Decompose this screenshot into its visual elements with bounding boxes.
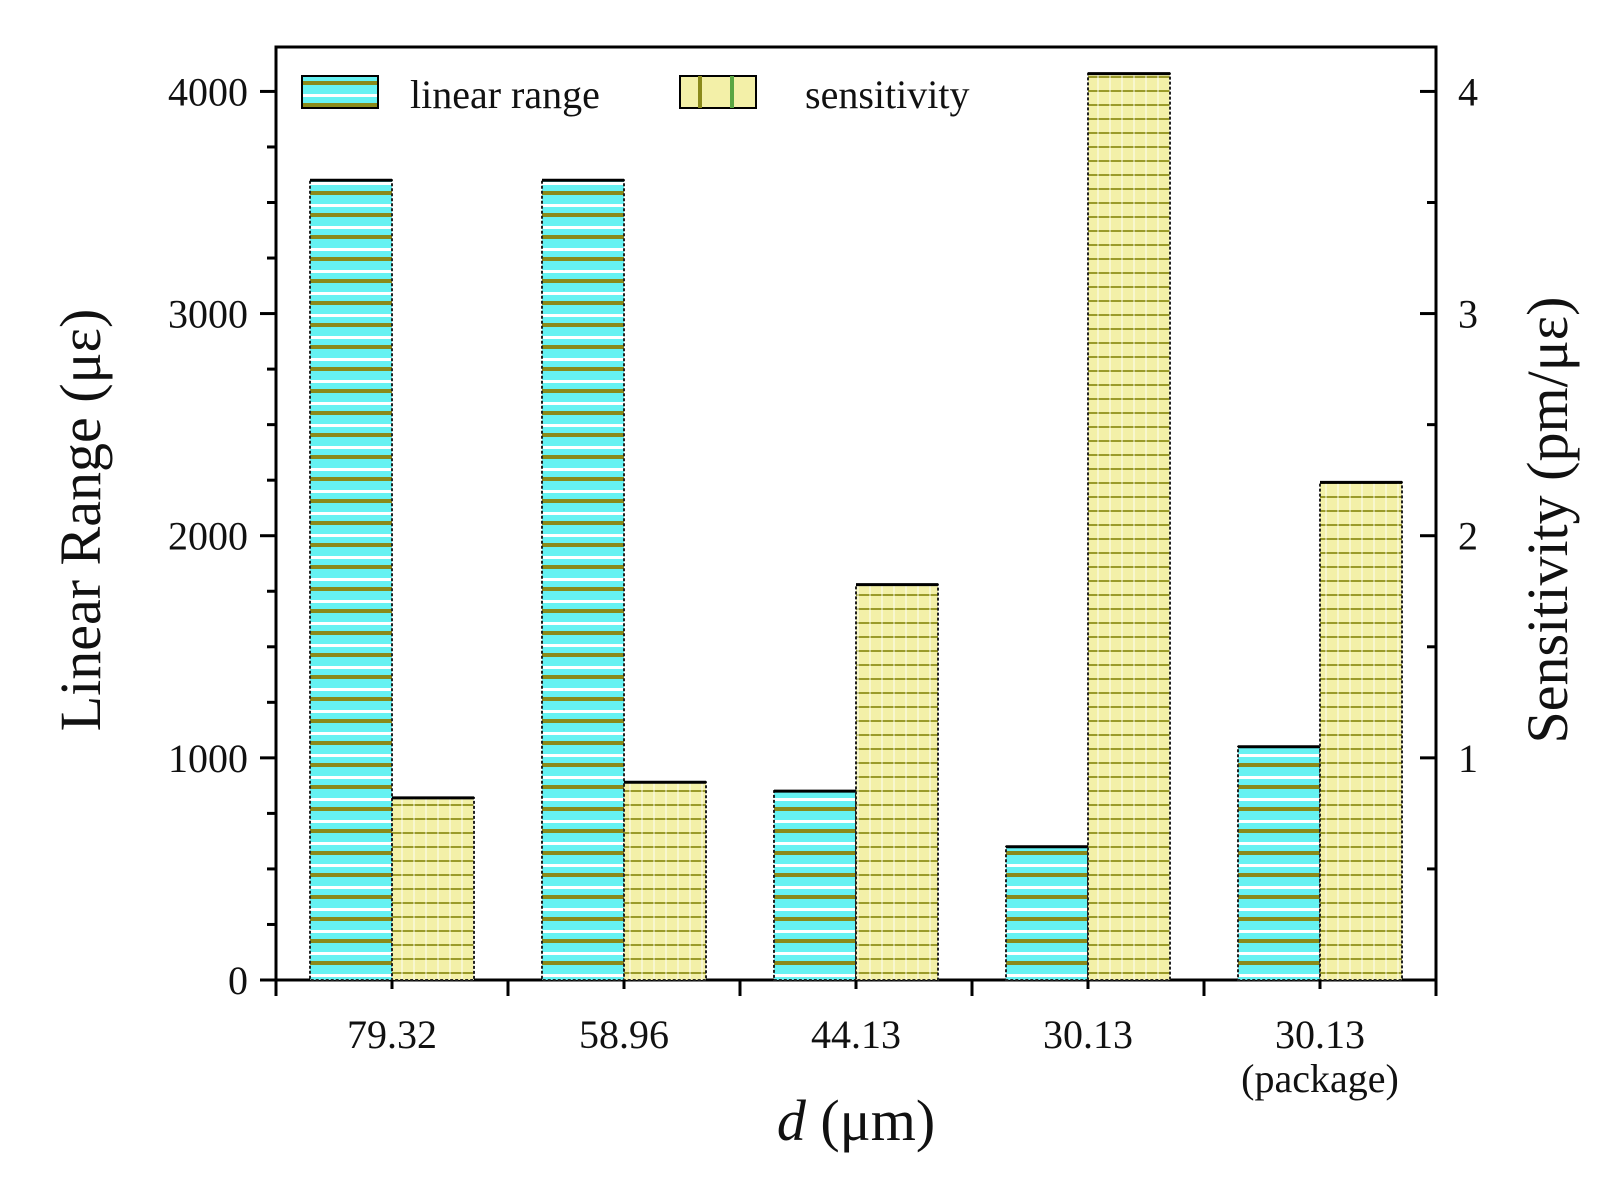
left-tick-label: 0 [228, 958, 248, 1003]
sensitivity-bar-1 [391, 796, 475, 981]
legend-swatch-linear-range [301, 75, 379, 109]
left-tick-label: 4000 [168, 69, 248, 114]
left-axis-title: Linear Range (με) [48, 309, 113, 732]
linear-range-bar-2 [541, 179, 625, 982]
x-tick-label: 79.32 [347, 1012, 437, 1057]
x-tick-label: 30.13 [1043, 1012, 1133, 1057]
x-axis-title: d (μm) [777, 1088, 935, 1153]
linear-range-bar-3 [773, 790, 857, 982]
legend-swatch-sensitivity [679, 75, 757, 109]
sensitivity-bar-5 [1319, 481, 1403, 981]
legend-label-linear-range: linear range [410, 72, 600, 117]
x-tick-label: 58.96 [579, 1012, 669, 1057]
x-axis-title-variable: d [777, 1088, 807, 1153]
right-axis-title: Sensitivity (pm/με) [1515, 297, 1580, 744]
right-tick-label: 4 [1458, 69, 1478, 114]
linear-range-bar-1 [309, 179, 393, 982]
legend-label-sensitivity: sensitivity [805, 72, 969, 117]
sensitivity-bar-4 [1087, 72, 1171, 981]
x-tick-sublabel: (package) [1241, 1056, 1399, 1101]
x-axis-title-unit: (μm) [806, 1088, 935, 1153]
right-y-axis-ticks: 1 2 3 4 [1420, 69, 1478, 871]
legend-swatch-sensitivity-stripe-1 [698, 76, 702, 108]
left-y-axis-ticks: 0 1000 2000 3000 4000 [168, 69, 276, 1003]
bars [309, 72, 1403, 982]
left-tick-label: 2000 [168, 514, 248, 559]
x-axis-ticks: 79.32 58.96 44.13 30.13 30.13(package) [274, 980, 1438, 1101]
left-tick-label: 1000 [168, 736, 248, 781]
left-tick-label: 3000 [168, 292, 248, 337]
x-tick-label: 30.13 [1275, 1012, 1365, 1057]
sensitivity-bar-2 [623, 781, 707, 981]
right-tick-label: 3 [1458, 292, 1478, 337]
legend: linear range sensitivity [301, 72, 969, 117]
linear-range-bar-4 [1005, 845, 1089, 982]
legend-swatch-sensitivity-stripe-2 [730, 76, 734, 108]
right-tick-label: 1 [1458, 736, 1478, 781]
right-tick-label: 2 [1458, 514, 1478, 559]
x-tick-label: 44.13 [811, 1012, 901, 1057]
linear-range-bar-5 [1237, 745, 1321, 981]
sensitivity-bar-3 [855, 583, 939, 981]
